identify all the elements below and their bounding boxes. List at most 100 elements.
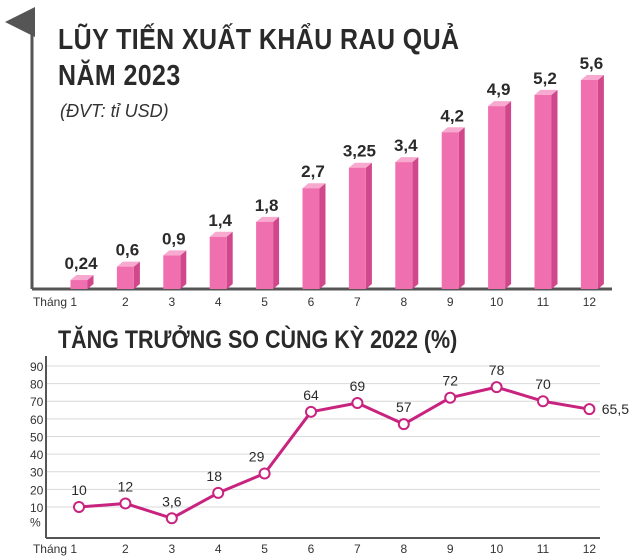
- bar: [70, 280, 88, 289]
- line-y-tick-label: 70: [30, 395, 44, 409]
- line-chart: 90 80 70 60 50 40 30 20 10% 10 Tháng 1 12 2 3,6 3 18 4 29…: [30, 356, 629, 556]
- bar-x-tick-label: 2: [122, 295, 129, 309]
- bar: [441, 132, 459, 289]
- line-x-tick-label: 2: [122, 542, 129, 556]
- line-y-tick-label: 90: [30, 360, 44, 374]
- bar-side: [133, 261, 140, 289]
- bar: [302, 188, 320, 289]
- line-point: [119, 497, 132, 510]
- bar: [395, 162, 413, 289]
- bar: [348, 167, 366, 289]
- line-x-tick-label: 12: [583, 542, 597, 556]
- bar-top: [441, 127, 465, 133]
- bar-x-tick-label: 7: [354, 295, 361, 309]
- line-x-tick-label: 5: [261, 542, 268, 556]
- bar-chart-title: LŨY TIẾN XUẤT KHẨU RAU QUẢ: [58, 24, 460, 56]
- line-point: [444, 391, 457, 404]
- bar: [163, 255, 181, 289]
- bar: [534, 94, 552, 289]
- bar-top: [488, 101, 512, 107]
- bar-x-tick-label: 9: [447, 295, 454, 309]
- bar-top: [580, 75, 604, 80]
- bar-side: [412, 157, 419, 289]
- bar-value-label: 0,24: [64, 254, 98, 273]
- bar-side: [226, 231, 233, 289]
- bar-x-tick-label: 8: [400, 295, 407, 309]
- bar-value-label: 3,4: [394, 136, 418, 155]
- line-point: [397, 418, 410, 431]
- line-x-tick-label: Tháng 1: [33, 542, 77, 556]
- line-point: [305, 405, 317, 418]
- bar-side: [180, 250, 187, 289]
- line-x-tick-label: 9: [447, 542, 454, 556]
- line-y-tick-label: 80: [30, 378, 44, 392]
- bar-value-label: 0,9: [162, 229, 186, 248]
- line-value-label: 18: [206, 468, 222, 484]
- bar: [116, 266, 134, 289]
- line-y-tick-label: 30: [30, 466, 44, 480]
- bar-value-label: 5,6: [580, 54, 604, 73]
- line-y-tick-label: %: [30, 516, 41, 530]
- line-value-label: 12: [118, 478, 134, 494]
- bar-x-tick-label: 4: [215, 295, 222, 309]
- line-point: [583, 403, 596, 416]
- line-point: [73, 500, 85, 513]
- bar-x-tick-label: Tháng 1: [33, 295, 77, 309]
- bar-side: [273, 216, 280, 289]
- line-value-label: 57: [396, 399, 412, 415]
- line-x-tick-label: 4: [215, 542, 222, 556]
- line-series: [78, 385, 590, 520]
- bar-chart-unit: (ĐVT: tỉ USD): [60, 101, 169, 121]
- bar-x-tick-label: 10: [490, 295, 504, 309]
- bar-chart-subtitle: NĂM 2023: [58, 60, 181, 92]
- line-chart-title: TĂNG TRƯỞNG SO CÙNG KỲ 2022 (%): [58, 326, 458, 354]
- line-y-tick-label: 50: [30, 430, 44, 444]
- line-y-tick-label: 60: [30, 413, 44, 427]
- bar-x-tick-label: 12: [583, 295, 597, 309]
- line-value-label: 65,5: [602, 401, 629, 417]
- bar-top: [209, 231, 233, 237]
- bar-top: [534, 89, 558, 95]
- bar-value-label: 4,2: [440, 106, 464, 125]
- bar-side: [87, 275, 94, 289]
- bar-top: [163, 250, 187, 256]
- bar-side: [597, 75, 604, 289]
- line-x-tick-label: 11: [537, 542, 550, 556]
- line-y-tick-label: 40: [30, 448, 44, 462]
- bar-chart: 0,24 Tháng 1 0,6 2 0,9 3 1,4 4 1,8 5 2,7 6 3,25 7 3,4 8…: [5, 7, 612, 309]
- line-point: [165, 512, 178, 525]
- bar-side: [458, 127, 465, 289]
- line-x-tick-label: 8: [400, 542, 407, 556]
- line-point: [537, 395, 549, 408]
- bar-x-tick-label: 3: [168, 295, 175, 309]
- bar-value-label: 5,2: [533, 69, 557, 88]
- line-point: [351, 397, 364, 410]
- bar-top: [395, 157, 419, 163]
- line-value-label: 69: [350, 378, 366, 394]
- line-point: [490, 381, 503, 394]
- line-x-tick-label: 3: [168, 542, 175, 556]
- bar-value-label: 2,7: [301, 162, 325, 181]
- bar-top: [302, 183, 326, 189]
- bar-side: [505, 101, 512, 289]
- bar: [488, 106, 506, 289]
- line-point: [212, 486, 225, 499]
- line-value-label: 64: [303, 387, 319, 403]
- bar-top: [70, 275, 94, 281]
- bar-x-tick-label: 11: [537, 295, 550, 309]
- bar-top: [116, 261, 140, 267]
- bar: [256, 221, 274, 289]
- bar-x-tick-label: 6: [308, 295, 315, 309]
- line-y-tick-label: 20: [30, 483, 44, 497]
- line-value-label: 29: [249, 448, 265, 464]
- bar-value-label: 4,9: [487, 80, 511, 99]
- bar-top: [348, 162, 372, 168]
- line-value-label: 72: [442, 373, 458, 389]
- line-value-label: 3,6: [162, 493, 182, 509]
- bar: [209, 236, 227, 289]
- bar: [580, 80, 598, 289]
- line-value-label: 10: [71, 482, 87, 498]
- line-x-tick-label: 10: [490, 542, 504, 556]
- line-x-tick-label: 7: [354, 542, 361, 556]
